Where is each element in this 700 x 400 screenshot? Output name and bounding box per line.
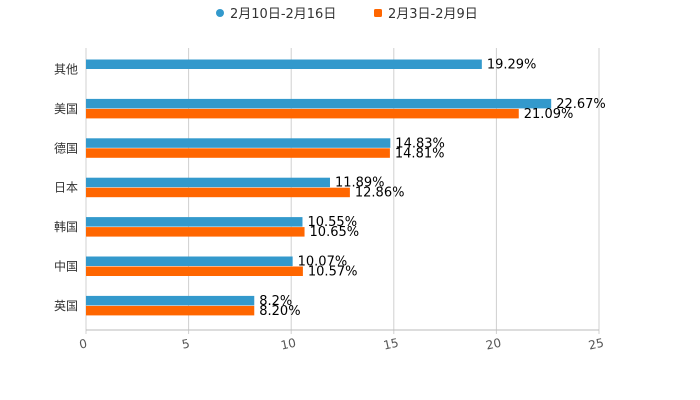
legend-marker-0 bbox=[216, 9, 224, 17]
data-label-s1-5: 10.57% bbox=[308, 265, 358, 280]
data-label-s1-3: 12.86% bbox=[355, 186, 405, 201]
bar-s0-3 bbox=[86, 177, 330, 188]
data-label-s1-1: 21.09% bbox=[524, 107, 574, 122]
data-label-s0-3: 11.89% bbox=[335, 176, 385, 191]
category-label-3: 日本 bbox=[54, 181, 78, 195]
category-label-1: 美国 bbox=[54, 102, 78, 116]
data-label-s1-6: 8.20% bbox=[259, 304, 300, 319]
x-tick-label-5: 25 bbox=[587, 336, 605, 353]
category-label-2: 德国 bbox=[54, 140, 78, 155]
bar-s0-4 bbox=[86, 217, 303, 227]
x-tick-label-2: 10 bbox=[279, 336, 297, 353]
data-label-s0-5: 10.07% bbox=[298, 255, 348, 270]
data-label-s0-4: 10.55% bbox=[307, 215, 357, 230]
legend-label-1: 2月3日-2月9日 bbox=[388, 7, 478, 22]
bar-s1-2 bbox=[86, 148, 390, 158]
data-label-s0-2: 14.83% bbox=[395, 136, 445, 151]
bar-s1-1 bbox=[86, 108, 519, 119]
bars: 19.29% 22.67%21.09% 14.83%14.81% 11.89%12.8… bbox=[86, 58, 606, 319]
bar-s0-2 bbox=[86, 138, 391, 148]
bar-s1-6 bbox=[86, 305, 255, 316]
bar-s1-4 bbox=[86, 227, 305, 237]
data-label-s0-0: 19.29% bbox=[487, 58, 537, 73]
legend-label-0: 2月10日-2月16日 bbox=[230, 7, 336, 22]
bar-s0-6 bbox=[86, 295, 255, 306]
legend: 2月10日-2月16日 2月3日-2月9日 bbox=[216, 7, 478, 22]
bar-s0-1 bbox=[86, 98, 552, 109]
category-label-6: 英国 bbox=[54, 299, 78, 313]
data-label-s1-2: 14.81% bbox=[395, 146, 445, 161]
bar-s1-3 bbox=[86, 187, 350, 198]
legend-marker-1 bbox=[374, 9, 382, 17]
data-label-s1-4: 10.65% bbox=[310, 225, 360, 240]
bar-s1-5 bbox=[86, 266, 303, 276]
bar-s0-0 bbox=[86, 59, 482, 69]
data-label-s0-1: 22.67% bbox=[556, 97, 606, 112]
x-tick-label-1: 5 bbox=[181, 336, 191, 351]
x-tick-label-0: 0 bbox=[78, 336, 88, 351]
bar-s0-5 bbox=[86, 256, 293, 266]
data-label-s0-6: 8.2% bbox=[259, 294, 292, 309]
x-tick-label-3: 15 bbox=[382, 336, 400, 353]
category-label-4: 韩国 bbox=[54, 219, 78, 234]
category-label-5: 中国 bbox=[54, 259, 78, 274]
x-tick-label-4: 20 bbox=[485, 336, 503, 353]
category-label-0: 其他 bbox=[54, 63, 78, 77]
